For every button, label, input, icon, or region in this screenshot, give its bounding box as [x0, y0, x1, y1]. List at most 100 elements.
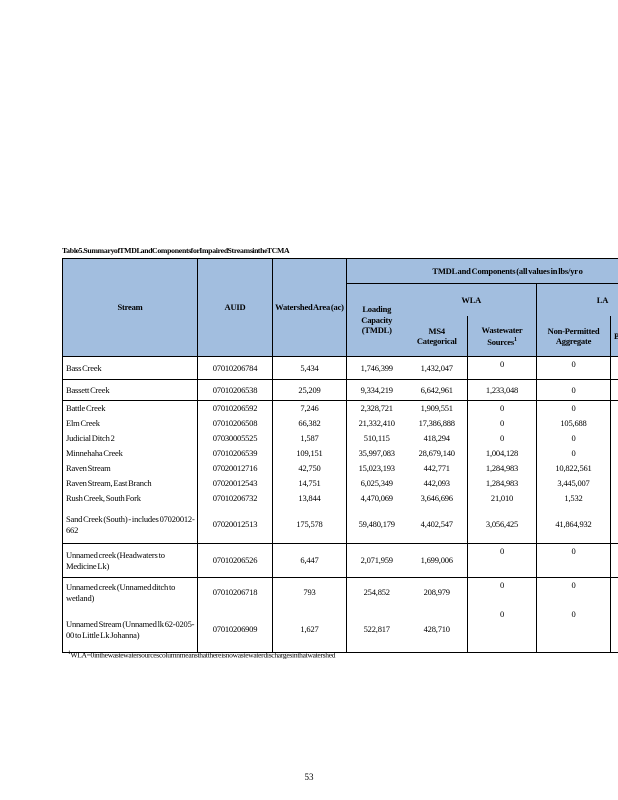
table-row: Bass Creek 07010206784 5,434 1,746,399 1,432…: [62, 356, 618, 380]
table-row: Sand Creek (South) - includes 07020012-6…: [62, 506, 618, 544]
auid-cell: 07020012513: [197, 506, 273, 544]
loading-capacity-cell: 15,023,193: [346, 461, 407, 476]
loading-capacity-cell: 59,480,179: [346, 506, 407, 544]
watershed-area-cell: 1,627: [272, 607, 347, 653]
clipped-cell: [609, 461, 618, 476]
clipped-cell: [609, 416, 618, 431]
watershed-area-cell: 175,578: [272, 506, 347, 544]
clipped-cell: [609, 476, 618, 491]
loading-capacity-cell: 2,328,721: [346, 400, 407, 416]
stream-cell: Judicial Ditch 2: [62, 431, 198, 446]
non-permitted-aggregate-cell: 0: [536, 446, 611, 461]
table-row: Raven Stream, East Branch 07020012543 14,7…: [62, 476, 618, 491]
auid-cell: 07010206539: [197, 446, 273, 461]
non-permitted-aggregate-cell: 0: [536, 607, 611, 653]
column-header-clipped: B: [609, 316, 618, 357]
ms4-categorical-cell: 418,294: [406, 431, 468, 446]
table-caption: Table 5. Summary of TMDL and Components …: [62, 246, 290, 255]
loading-capacity-cell: 21,332,410: [346, 416, 407, 431]
wastewater-sources-cell: 1,233,048: [467, 379, 537, 401]
clipped-cell: [609, 431, 618, 446]
table-row: Minnehaha Creek 07010206539 109,151 35,997,…: [62, 446, 618, 461]
watershed-area-cell: 793: [272, 577, 347, 607]
non-permitted-aggregate-cell: 0: [536, 543, 611, 578]
table-body: Bass Creek 07010206784 5,434 1,746,399 1,432…: [62, 356, 618, 653]
footnote-text: WLA=0 in the wastewater sources column m…: [70, 650, 336, 660]
stream-cell: Elm Creek: [62, 416, 198, 431]
clipped-cell: [609, 446, 618, 461]
wastewater-sources-cell: 0: [467, 400, 537, 416]
ms4-categorical-cell: 1,699,006: [406, 543, 468, 578]
watershed-area-cell: 42,750: [272, 461, 347, 476]
wastewater-sources-footnote-marker: 1: [513, 337, 517, 344]
loading-capacity-cell: 6,025,349: [346, 476, 407, 491]
watershed-area-cell: 14,751: [272, 476, 347, 491]
table-row: Battle Creek 07010206592 7,246 2,328,721 1,9…: [62, 400, 618, 416]
column-header-auid: AUID: [197, 258, 273, 357]
non-permitted-aggregate-cell: 3,445,007: [536, 476, 611, 491]
ms4-categorical-cell: 428,710: [406, 607, 468, 653]
auid-cell: 07010206718: [197, 577, 273, 607]
wastewater-sources-cell: 0: [467, 431, 537, 446]
wastewater-sources-cell: 3,056,425: [467, 506, 537, 544]
watershed-area-cell: 5,434: [272, 356, 347, 380]
wastewater-sources-cell: 0: [467, 416, 537, 431]
loading-capacity-cell: 2,071,959: [346, 543, 407, 578]
column-header-loading-capacity: Loading Capacity (TMDL): [346, 283, 407, 357]
watershed-area-cell: 25,209: [272, 379, 347, 401]
loading-capacity-cell: 9,334,219: [346, 379, 407, 401]
table-row: Judicial Ditch 2 07030005525 1,587 510,115 4…: [62, 431, 618, 446]
ms4-categorical-cell: 442,093: [406, 476, 468, 491]
auid-cell: 07010206784: [197, 356, 273, 380]
stream-cell: Raven Stream: [62, 461, 198, 476]
watershed-area-cell: 109,151: [272, 446, 347, 461]
non-permitted-aggregate-cell: 105,688: [536, 416, 611, 431]
auid-cell: 07030005525: [197, 431, 273, 446]
ms4-categorical-cell: 208,979: [406, 577, 468, 607]
wastewater-sources-cell: 0: [467, 607, 537, 653]
non-permitted-aggregate-cell: 0: [536, 356, 611, 380]
non-permitted-aggregate-cell: 0: [536, 577, 611, 607]
stream-cell: Bassett Creek: [62, 379, 198, 401]
loading-capacity-cell: 4,470,069: [346, 491, 407, 506]
column-header-wastewater-sources: Wastewater Sources1: [467, 316, 537, 357]
auid-cell: 07010206508: [197, 416, 273, 431]
clipped-cell: [609, 400, 618, 416]
column-group-header-tmdl-components: TMDL and Components (all values in lbs/y…: [345, 258, 618, 284]
loading-capacity-cell: 510,115: [346, 431, 407, 446]
clipped-cell: [609, 577, 618, 607]
ms4-categorical-cell: 1,432,047: [406, 356, 468, 380]
watershed-area-cell: 13,844: [272, 491, 347, 506]
clipped-cell: [609, 356, 618, 380]
non-permitted-aggregate-cell: 1,532: [536, 491, 611, 506]
stream-cell: Unnamed Stream (Unnamed lk 62-0205-00 to…: [62, 607, 198, 653]
auid-cell: 07010206538: [197, 379, 273, 401]
table-row: Unnamed Stream (Unnamed lk 62-0205-00 to…: [62, 607, 618, 653]
watershed-area-cell: 6,447: [272, 543, 347, 578]
ms4-categorical-cell: 6,642,961: [406, 379, 468, 401]
clipped-cell: [609, 379, 618, 401]
watershed-area-cell: 7,246: [272, 400, 347, 416]
ms4-categorical-cell: 442,771: [406, 461, 468, 476]
clipped-cell: [609, 607, 618, 653]
stream-cell: Unnamed creek (Headwaters to Medicine Lk…: [62, 543, 198, 578]
stream-cell: Sand Creek (South) - includes 07020012-6…: [62, 506, 198, 544]
non-permitted-aggregate-cell: 0: [536, 400, 611, 416]
stream-cell: Unnamed creek (Unnamed ditch to wetland): [62, 577, 198, 607]
table-row: Bassett Creek 07010206538 25,209 9,334,219 6…: [62, 379, 618, 401]
wastewater-sources-cell: 21,010: [467, 491, 537, 506]
column-group-header-la: LA: [535, 283, 618, 316]
ms4-categorical-cell: 17,386,888: [406, 416, 468, 431]
loading-capacity-cell: 254,852: [346, 577, 407, 607]
table-header: Stream AUID Watershed Area (ac) TMDL and…: [62, 258, 618, 357]
non-permitted-aggregate-cell: 41,864,932: [536, 506, 611, 544]
auid-cell: 07010206732: [197, 491, 273, 506]
ms4-categorical-cell: 3,646,696: [406, 491, 468, 506]
wastewater-sources-cell: 0: [467, 356, 537, 380]
auid-cell: 07010206909: [197, 607, 273, 653]
table-row: Unnamed creek (Headwaters to Medicine Lk…: [62, 543, 618, 578]
watershed-area-cell: 1,587: [272, 431, 347, 446]
wastewater-sources-cell: 1,004,128: [467, 446, 537, 461]
ms4-categorical-cell: 4,402,547: [406, 506, 468, 544]
